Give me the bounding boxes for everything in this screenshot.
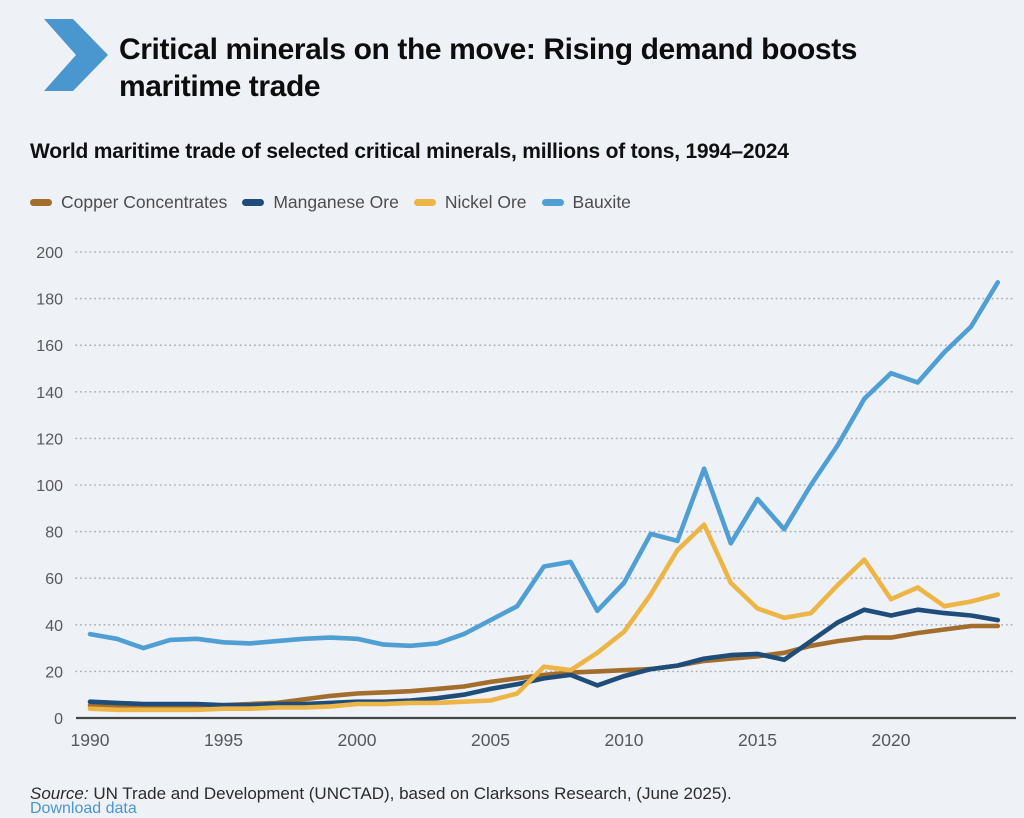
series-line-nickel-ore — [87, 522, 1001, 713]
x-tick-label-2015: 2015 — [738, 730, 777, 750]
legend-swatch-copper-concentrates — [30, 199, 52, 206]
chart-legend: Copper Concentrates Manganese Ore Nickel O… — [30, 192, 631, 213]
legend-swatch-nickel-ore — [413, 199, 436, 206]
legend-label-bauxite: Bauxite — [572, 192, 631, 212]
trade-line-chart: 0 20 40 60 80 100 120 140 160 180 200 1990 1995 2000 2… — [36, 245, 1016, 750]
y-tick-label-60: 60 — [45, 571, 63, 588]
y-tick-label-160: 160 — [36, 338, 63, 355]
x-tick-label-2010: 2010 — [605, 730, 644, 750]
download-data-link[interactable]: Download data — [30, 800, 137, 817]
y-tick-label-180: 180 — [36, 292, 63, 309]
page-title: Critical minerals on the move: Rising de… — [119, 33, 858, 104]
y-tick-label-120: 120 — [36, 431, 63, 448]
x-tick-label-1995: 1995 — [204, 730, 243, 750]
y-tick-label-200: 200 — [36, 245, 63, 262]
x-tick-label-2000: 2000 — [338, 730, 377, 750]
legend-item-copper-concentrates: Copper Concentrates — [30, 192, 227, 213]
chart-subtitle: World maritime trade of selected critica… — [30, 140, 789, 164]
x-tick-label-2020: 2020 — [872, 730, 911, 750]
legend-item-manganese-ore: Manganese Ore — [242, 192, 399, 213]
source-label: Source: — [30, 784, 89, 803]
legend-label-nickel-ore: Nickel Ore — [444, 192, 527, 212]
y-tick-label-80: 80 — [45, 525, 63, 542]
y-tick-label-40: 40 — [45, 618, 63, 635]
chevron-icon — [44, 19, 108, 91]
x-tick-label-2005: 2005 — [471, 730, 510, 750]
series-line-bauxite — [87, 279, 1001, 651]
legend-item-bauxite: Bauxite — [541, 192, 631, 213]
legend-item-nickel-ore: Nickel Ore — [413, 192, 527, 213]
y-tick-label-20: 20 — [45, 664, 63, 681]
series-line-manganese-ore — [87, 607, 1001, 708]
legend-label-manganese-ore: Manganese Ore — [273, 192, 399, 212]
legend-label-copper-concentrates: Copper Concentrates — [61, 192, 228, 212]
source-text: UN Trade and Development (UNCTAD), based… — [88, 784, 732, 803]
y-tick-label-140: 140 — [36, 385, 63, 402]
y-tick-label-100: 100 — [36, 478, 63, 495]
chevron-shape — [44, 19, 108, 91]
legend-swatch-manganese-ore — [242, 199, 265, 206]
x-tick-label-1990: 1990 — [71, 730, 110, 750]
y-tick-label-0: 0 — [54, 711, 63, 728]
legend-swatch-bauxite — [541, 199, 564, 206]
source-note: Source: UN Trade and Development (UNCTAD… — [30, 784, 732, 804]
